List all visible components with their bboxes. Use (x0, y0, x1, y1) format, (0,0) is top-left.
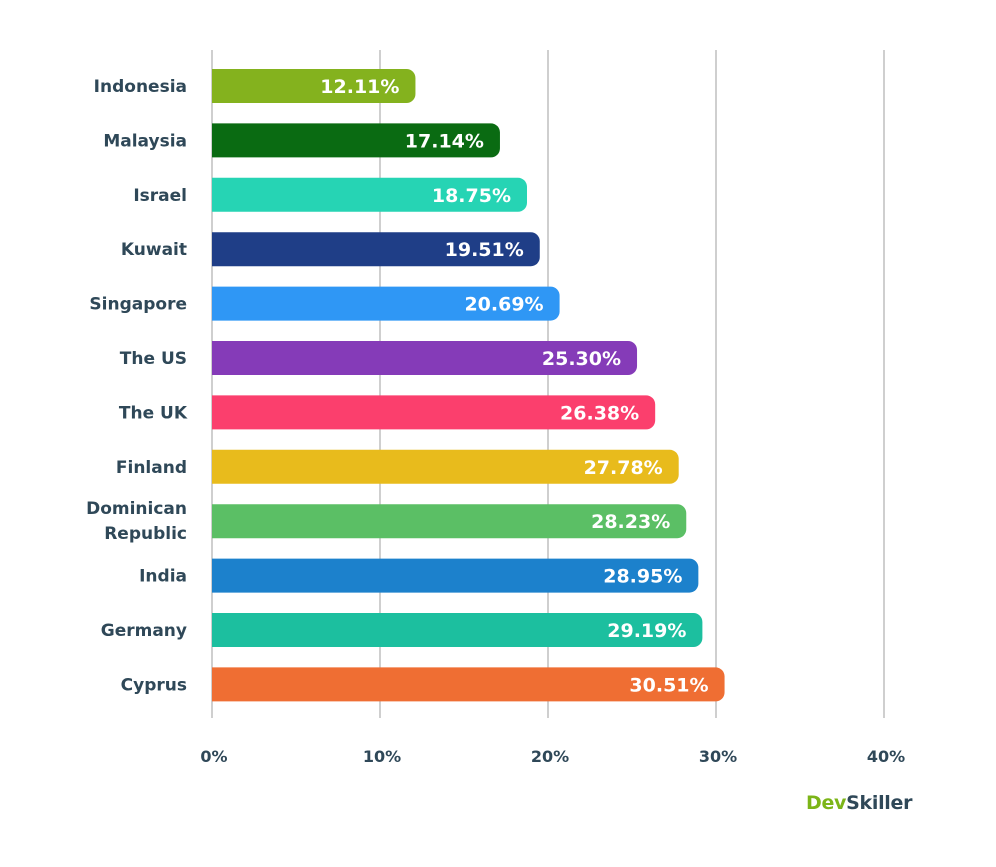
x-tick-label: 30% (699, 747, 737, 766)
bar-value-label: 18.75% (432, 185, 511, 207)
category-labels: Indonesia Malaysia Israel Kuwait Singapore Th… (86, 77, 188, 695)
bar-singapore (212, 286, 560, 321)
bar-kuwait (212, 232, 540, 267)
bar-indonesia (212, 69, 416, 103)
bar-value-label: 28.23% (591, 511, 670, 533)
category-label: Indonesia (94, 77, 187, 97)
category-label: Finland (116, 458, 187, 478)
x-tick-label: 10% (363, 747, 401, 766)
x-tick-label: 20% (531, 747, 569, 766)
bar-the-uk (212, 395, 656, 430)
grid-lines (211, 50, 885, 718)
bar-value-label: 20.69% (464, 294, 543, 316)
category-label: Israel (133, 186, 187, 206)
category-label: The UK (119, 403, 188, 423)
category-label: Malaysia (103, 131, 187, 151)
bar-value-label: 17.14% (405, 130, 484, 152)
bar-value-label: 26.38% (560, 402, 639, 424)
bar-finland (212, 449, 679, 484)
logo-dev-text: Dev (806, 792, 847, 814)
bar-value-label: 19.51% (445, 239, 524, 261)
bar-value-label: 28.95% (603, 566, 682, 588)
bar-value-label: 30.51% (629, 674, 708, 696)
category-label: Singapore (89, 295, 187, 315)
bar-malaysia (212, 123, 500, 158)
bar-india (212, 558, 699, 593)
bar-value-label: 27.78% (584, 457, 663, 479)
category-label: Dominican Republic (86, 499, 187, 544)
bars: 12.11% 17.14% 18.75% 19.51% 20.69% 25.30% 26.3… (212, 69, 725, 702)
devskiller-logo: DevSkiller (806, 792, 912, 814)
x-tick-label: 40% (867, 747, 905, 766)
category-label: The US (120, 349, 187, 369)
bar-israel (212, 177, 527, 212)
category-label: India (139, 567, 187, 587)
x-axis-ticks: 0% 10% 20% 30% 40% (200, 747, 905, 766)
logo-skiller-text: Skiller (846, 792, 913, 814)
bar-dominican-republic (212, 504, 687, 539)
category-label: Cyprus (121, 675, 187, 695)
x-tick-label: 0% (200, 747, 227, 766)
bar-the-us (212, 341, 638, 375)
bar-value-label: 25.30% (542, 348, 621, 370)
bar-value-label: 12.11% (320, 76, 399, 98)
bar-value-label: 29.19% (607, 620, 686, 642)
category-label: Kuwait (121, 240, 187, 260)
bar-germany (212, 613, 703, 647)
category-label: Germany (101, 621, 187, 641)
bar-cyprus (212, 667, 725, 702)
